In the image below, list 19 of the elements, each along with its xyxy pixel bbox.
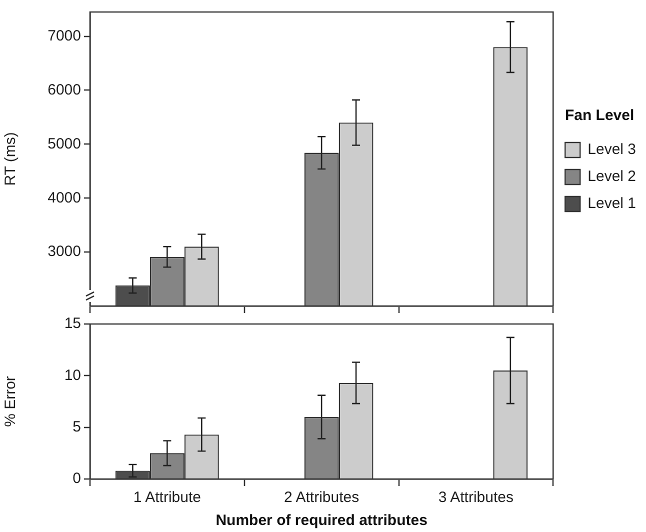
y-axis-title: RT (ms) bbox=[2, 132, 20, 186]
y-tick-label: 4000 bbox=[48, 189, 81, 206]
y-tick-label: 5 bbox=[72, 418, 81, 436]
x-tick-label: 1 Attribute bbox=[133, 489, 201, 506]
y-tick-label: 6000 bbox=[48, 81, 81, 98]
x-tick-label: 3 Attributes bbox=[438, 489, 514, 506]
y-tick-label: 10 bbox=[64, 366, 81, 384]
y-axis-title: % Error bbox=[2, 376, 20, 427]
x-axis-title: Number of required attributes bbox=[216, 512, 428, 530]
y-tick-label: 15 bbox=[64, 315, 81, 332]
y-tick-label: 3000 bbox=[48, 243, 81, 260]
y-tick-label: 5000 bbox=[48, 135, 81, 152]
legend-label: Level 1 bbox=[588, 195, 636, 212]
y-tick-label: 0 bbox=[72, 470, 81, 488]
legend-label: Level 2 bbox=[588, 168, 636, 186]
legend-label: Level 3 bbox=[588, 141, 636, 158]
legend-title: Fan Level bbox=[564, 107, 634, 124]
x-tick-label: 2 Attributes bbox=[284, 489, 360, 506]
y-tick-label: 7000 bbox=[48, 27, 81, 44]
